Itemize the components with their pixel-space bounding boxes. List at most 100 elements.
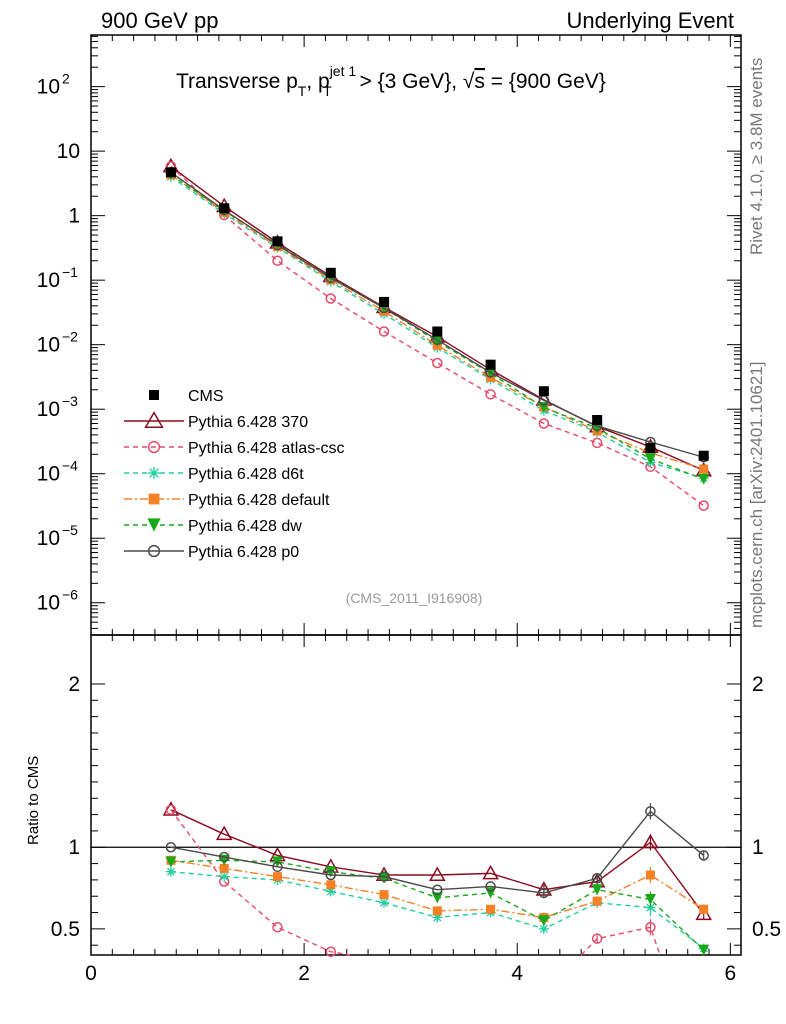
title-sub-a: T	[298, 83, 307, 99]
cms-data-point	[272, 236, 283, 247]
series-pythia-6-428-atlas-csc	[165, 161, 709, 957]
marker-square	[432, 906, 442, 916]
ratio-series-line	[170, 810, 705, 894]
marker-star-ray	[220, 872, 229, 881]
marker-star-ray	[380, 898, 389, 907]
marker-circle	[378, 326, 390, 337]
marker-circle	[645, 806, 656, 817]
main-y-tick-label: 10	[37, 592, 60, 615]
title-sub-b: T	[323, 83, 332, 99]
marker-circle	[325, 293, 337, 304]
marker-triangle-down	[325, 866, 337, 878]
marker-circle	[272, 861, 283, 873]
title-part-d: = {900 GeV}	[485, 70, 606, 93]
x-tick-label: 2	[298, 962, 310, 985]
marker-triangle-down	[538, 915, 550, 927]
cms-data-point	[432, 326, 443, 337]
marker-square	[272, 872, 282, 882]
main-y-tick-label: 10	[37, 463, 60, 486]
marker-triangle	[144, 411, 164, 429]
marker-circle	[698, 500, 709, 511]
header-right: Underlying Event	[566, 8, 734, 33]
marker-circle	[432, 357, 443, 369]
legend-label: Pythia 6.428 p0	[188, 544, 299, 561]
cms-data-point	[219, 203, 230, 214]
marker-square	[486, 904, 496, 914]
ratio-y-tick-label-right: 0.5	[752, 918, 781, 941]
series-pythia-6-428-dw	[165, 169, 710, 956]
cms-data-point	[325, 267, 336, 278]
legend-entry: Pythia 6.428 d6t	[124, 466, 304, 483]
title-part-b: , p	[306, 70, 329, 93]
marker-triangle	[429, 866, 446, 881]
marker-square	[699, 464, 709, 474]
main-y-tick-exponent: −4	[62, 458, 78, 474]
marker-star-ray	[539, 924, 548, 933]
marker-circle	[325, 869, 337, 881]
marker-triangle-down	[378, 872, 390, 884]
title-sqrt: √	[463, 70, 475, 93]
marker-circle	[432, 884, 443, 895]
marker-circle	[218, 851, 230, 863]
marker-triangle-down	[431, 892, 443, 904]
marker-square	[148, 493, 160, 505]
marker-circle	[591, 933, 603, 944]
main-y-tick-label: 10	[37, 269, 60, 292]
series-pythia-6-428-370	[162, 157, 712, 921]
series-pythia-6-428-d6t	[165, 171, 709, 954]
cms-data-point	[379, 296, 390, 307]
legend-label: Pythia 6.428 dw	[188, 518, 302, 535]
legend-label: CMS	[188, 388, 224, 405]
marker-circle	[485, 881, 496, 892]
marker-circle	[147, 440, 161, 454]
cms-data-point	[538, 386, 549, 397]
legend-label: Pythia 6.428 default	[188, 492, 330, 509]
main-y-tick-label: 1	[68, 205, 80, 228]
ratio-y-tick-label-right: 2	[752, 673, 764, 696]
marker-circle	[698, 850, 709, 861]
marker-circle	[378, 871, 390, 882]
legend-entry: Pythia 6.428 default	[124, 492, 330, 509]
x-tick-label: 0	[85, 962, 97, 985]
analysis-watermark: (CMS_2011_I916908)	[346, 590, 483, 606]
cms-data-layer	[165, 167, 709, 461]
marker-star	[148, 467, 160, 479]
main-y-tick-exponent: −2	[62, 329, 78, 345]
marker-triangle-down	[644, 893, 656, 905]
marker-circle	[645, 921, 656, 933]
legend-entry: Pythia 6.428 p0	[124, 544, 299, 561]
cms-data-point	[698, 450, 709, 461]
main-y-tick-label: 10	[37, 398, 60, 421]
ratio-y-tick-label-right: 1	[752, 836, 764, 859]
title-sup-b: jet 1	[329, 63, 357, 79]
main-y-tick-label: 10	[37, 76, 60, 99]
main-y-tick-exponent: −5	[62, 522, 78, 538]
legend-entry: Pythia 6.428 atlas-csc	[124, 440, 345, 457]
main-y-tick-exponent: 2	[62, 71, 70, 87]
marker-triangle-down	[698, 944, 710, 956]
main-y-tick-label: 10	[37, 527, 60, 550]
legend-entry-cms: CMS	[149, 388, 224, 405]
title-part-c: > {3 GeV},	[354, 70, 463, 93]
legend-entry: Pythia 6.428 dw	[124, 518, 302, 535]
cms-data-point	[592, 414, 603, 425]
marker-circle	[591, 873, 603, 884]
cms-data-point	[485, 359, 496, 370]
header-left: 900 GeV pp	[101, 8, 218, 33]
legend-label: Pythia 6.428 370	[188, 414, 308, 431]
marker-square	[379, 890, 389, 900]
title-s: s	[474, 70, 485, 93]
marker-star-ray	[149, 468, 159, 478]
legend-label: Pythia 6.428 d6t	[188, 466, 304, 483]
ratio-series-line	[170, 809, 351, 956]
marker-star-ray	[166, 867, 175, 876]
ratio-y-axis-label: Ratio to CMS	[25, 756, 42, 845]
marker-triangle	[642, 833, 659, 849]
cms-data-point	[645, 443, 656, 454]
marker-circle	[272, 255, 283, 266]
series-pythia-6-428-p0	[165, 167, 709, 899]
title-part-a: Transverse p	[176, 70, 298, 93]
x-tick-label: 6	[725, 962, 737, 985]
marker-circle	[591, 437, 603, 449]
marker-circle	[165, 804, 177, 815]
